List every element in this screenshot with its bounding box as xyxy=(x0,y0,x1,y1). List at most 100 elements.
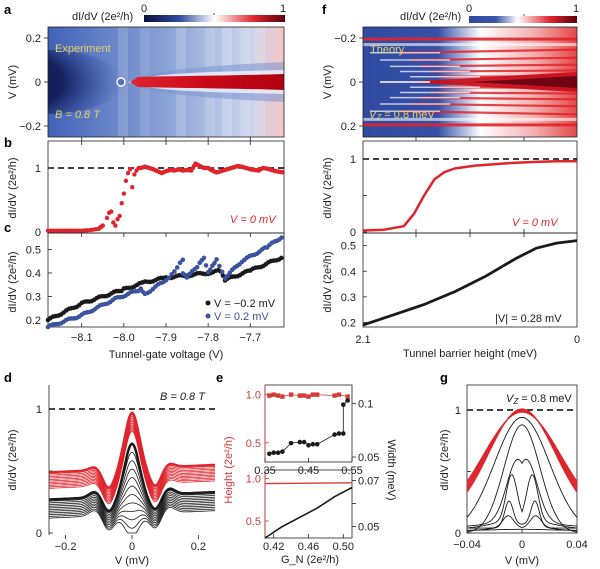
xlabel-c: Tunnel-gate voltage (V) xyxy=(109,349,224,361)
curve-g-red xyxy=(466,410,578,488)
xtick-label-g: −0.04 xyxy=(453,539,481,551)
ytick-label-g: 0 xyxy=(455,528,461,540)
xtick-label-c: −8.1 xyxy=(71,332,93,344)
heatmap-a-zero-bias-peak xyxy=(130,74,284,90)
panel-label-c: c xyxy=(4,220,11,235)
curve-g-black xyxy=(466,424,578,533)
ytick-label-e-top-left: 1.0 xyxy=(246,390,261,402)
b-field-label-d: B = 0.8 T xyxy=(160,391,206,403)
colorbar-a-min: 0 xyxy=(141,3,147,15)
data-point-b xyxy=(117,213,122,219)
marker-e-height xyxy=(275,393,281,398)
marker-e-height xyxy=(280,394,285,399)
ytick-label-e-bottom-left: 1.0 xyxy=(246,474,261,486)
theory-label: Theory xyxy=(370,44,405,56)
marker-e-width xyxy=(336,431,342,436)
data-point-c-pos xyxy=(184,275,190,280)
curve-d-red xyxy=(49,422,216,497)
xtick-label-f-bottom: 0 xyxy=(574,334,580,346)
colorbar-f-gradient xyxy=(469,16,577,23)
curve-d-red xyxy=(48,415,216,492)
marker-e-height xyxy=(267,393,272,398)
colorbar-a-max: 1 xyxy=(280,3,286,15)
vz-label-f: VZ = 0.8 meV xyxy=(369,109,435,122)
curve-d-red xyxy=(49,411,216,489)
colorbar-f-label: dI/dV (2e²/h) xyxy=(400,11,461,23)
curve-g-red xyxy=(466,410,578,487)
curve-g-black xyxy=(467,515,577,529)
v028-label: |V| = 0.28 mV xyxy=(495,313,562,325)
data-point-c-pos xyxy=(219,269,225,275)
marker-e-width xyxy=(345,398,350,403)
ytick-label-d: 0 xyxy=(36,528,42,540)
marker-e-width xyxy=(297,439,303,445)
data-point-b xyxy=(119,201,124,206)
line-f-bottom xyxy=(362,239,578,327)
vz-label-g: VZ = 0.8 meV xyxy=(506,393,572,406)
ytick-label-f: −0.2 xyxy=(334,33,356,45)
xtick-label-g: 0 xyxy=(519,539,525,551)
xtick-label-c: −8.0 xyxy=(113,332,135,344)
data-point-c-pos xyxy=(225,273,230,279)
curve-d-red xyxy=(48,413,215,490)
line-e-bottom-width xyxy=(264,486,353,539)
curve-d-red xyxy=(48,430,216,505)
ytick-label-a: 0 xyxy=(35,77,41,89)
curve-d-red xyxy=(49,427,216,502)
heatmap-a-crossing xyxy=(116,77,126,87)
heatmap-f-white-band xyxy=(363,117,577,121)
curve-d-black xyxy=(48,460,215,515)
xtick-label-c: −7.7 xyxy=(239,332,261,344)
data-point-c-pos xyxy=(279,235,284,240)
ylabel-f: V (mV) xyxy=(322,65,334,99)
curve-d-black xyxy=(48,485,216,521)
ylabel-g: dI/dV (2e²/h) xyxy=(439,429,451,490)
data-point-b xyxy=(121,191,127,196)
curve-d-black xyxy=(48,494,216,522)
ytick-label-e-top-right: 0.1 xyxy=(358,399,373,411)
curve-g-red xyxy=(466,411,578,484)
xtick-label-g: 0.04 xyxy=(566,539,587,551)
xtick-label-e-bottom: 0.46 xyxy=(298,541,319,553)
marker-e-height xyxy=(297,393,302,398)
xtick-label-e-bottom: 0.42 xyxy=(263,541,284,553)
ytick-label-e-top-right: 0.05 xyxy=(358,452,379,464)
heatmap-f-outer-band xyxy=(363,123,577,127)
marker-e-height xyxy=(271,392,276,397)
data-point-c-pos xyxy=(174,265,180,270)
heatmap-a-gap xyxy=(48,50,123,114)
ytick-label-f-middle: 0 xyxy=(350,227,356,239)
data-point-b xyxy=(111,220,116,225)
heatmap-a xyxy=(48,27,284,137)
ylabel-e-width: Width (meV) xyxy=(385,439,397,500)
marker-e-width xyxy=(267,451,272,457)
curve-g-black xyxy=(466,458,578,527)
heatmap-f-zbp-core xyxy=(470,76,577,88)
marker-e-height xyxy=(288,392,294,397)
curve-g-black xyxy=(466,416,578,518)
marker-e-height xyxy=(310,392,316,397)
xtick-label-f-bottom: 2.1 xyxy=(355,334,370,346)
curve-d-black xyxy=(49,505,216,529)
curve-d-black xyxy=(48,477,216,519)
ytick-label-e-top-left: 0.5 xyxy=(246,438,261,450)
curve-d-red xyxy=(48,420,216,496)
curve-d-black xyxy=(49,506,215,534)
ytick-label-b: 1 xyxy=(35,163,41,175)
curve-d-red xyxy=(48,419,215,494)
data-point-b xyxy=(115,217,120,222)
legend-c: V = −0.2 mV V = 0.2 mV xyxy=(205,298,276,323)
data-point-b xyxy=(132,172,137,177)
v0-label-f: V = 0 mV xyxy=(512,217,559,229)
ytick-label-b: 0 xyxy=(35,227,41,239)
legend-label-pos: V = 0.2 mV xyxy=(214,311,269,323)
ytick-label-c: 0.5 xyxy=(26,244,41,256)
legend-label-neg: V = −0.2 mV xyxy=(214,298,276,310)
curve-d-red xyxy=(48,429,215,503)
colorbar-a: dI/dV (2e²/h) 0 1 xyxy=(72,3,286,23)
marker-e-height xyxy=(332,393,337,398)
curve-d-black xyxy=(49,442,215,513)
marker-e-width xyxy=(275,450,281,456)
data-point-b xyxy=(123,178,129,183)
